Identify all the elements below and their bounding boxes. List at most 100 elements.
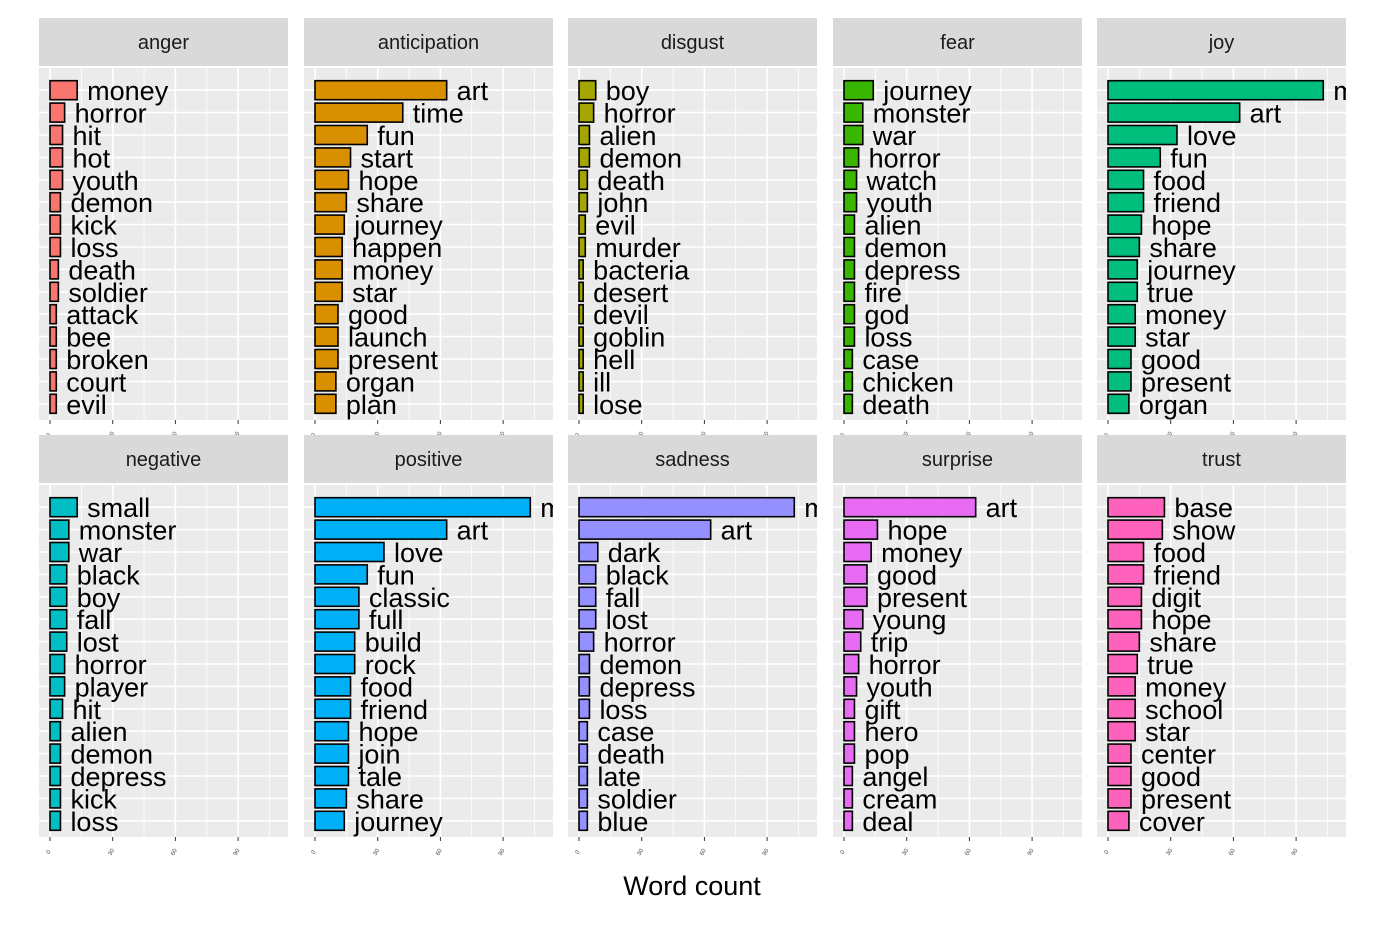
bar-anticipation-plan <box>314 393 337 415</box>
bar-joy-star <box>1107 326 1136 347</box>
word-label-good: good <box>877 560 937 590</box>
x-tick-label: 60 <box>964 848 973 857</box>
word-label-loss: loss <box>864 323 912 353</box>
bar-surprise-hope <box>843 519 879 540</box>
bar-anger-demon <box>49 191 62 213</box>
facet-strip-label: sadness <box>655 449 730 471</box>
bar-sadness-blue <box>578 810 589 832</box>
bar-negative-small <box>49 496 78 518</box>
word-label-hope: hope <box>358 717 418 747</box>
word-label-digit: digit <box>1151 583 1201 613</box>
word-label-death: death <box>597 166 665 196</box>
bar-fear-death <box>843 393 854 415</box>
word-label-rock: rock <box>365 650 417 680</box>
bar-positive-art <box>314 519 448 540</box>
word-label-hell: hell <box>593 345 635 375</box>
word-label-start: start <box>361 143 414 173</box>
bar-anger-youth <box>49 169 64 191</box>
bar-joy-love <box>1107 124 1178 146</box>
facet-strip-label: surprise <box>922 449 993 471</box>
word-label-horror: horror <box>869 143 941 173</box>
x-tick-label: 30 <box>902 848 911 857</box>
word-label-money: money <box>1145 672 1227 702</box>
bar-trust-show <box>1107 519 1164 540</box>
word-label-pop: pop <box>864 740 909 770</box>
panel-background <box>568 68 817 420</box>
bar-positive-classic <box>314 586 360 608</box>
bar-positive-friend <box>314 698 352 720</box>
bar-fear-depress <box>843 259 856 280</box>
bar-fear-journey <box>843 79 875 101</box>
word-label-share: share <box>356 188 424 218</box>
panel-background <box>39 485 288 837</box>
facet-strip-label: disgust <box>661 32 725 54</box>
word-label-food: food <box>1154 166 1207 196</box>
bar-disgust-evil <box>578 214 587 235</box>
facet-panel-fear: fear journeymonsterwarhorrorwatchyouthali… <box>833 18 1082 440</box>
bar-anticipation-star <box>314 281 343 303</box>
word-label-journey: journey <box>353 211 443 241</box>
facet-strip <box>304 18 553 66</box>
word-label-star: star <box>1145 717 1190 747</box>
bar-disgust-desert <box>578 281 584 303</box>
word-label-player: player <box>75 672 149 702</box>
bar-trust-true <box>1107 653 1139 675</box>
bar-surprise-angel <box>843 765 854 787</box>
bar-anger-kick <box>49 214 62 235</box>
bar-anger-soldier <box>49 281 60 303</box>
word-label-horror: horror <box>75 650 147 680</box>
word-label-share: share <box>1149 628 1217 658</box>
bar-trust-digit <box>1107 586 1143 608</box>
word-label-depress: depress <box>599 672 695 702</box>
word-label-late: late <box>597 762 641 792</box>
word-label-trip: trip <box>871 628 909 658</box>
bar-positive-join <box>314 743 350 764</box>
bar-fear-alien <box>843 214 856 235</box>
bar-surprise-hero <box>843 720 856 742</box>
word-label-case: case <box>597 717 654 747</box>
word-label-young: young <box>873 605 947 635</box>
x-tick-label: 0 <box>840 849 847 855</box>
bar-positive-share <box>314 788 348 809</box>
word-label-present: present <box>348 345 439 375</box>
word-label-hope: hope <box>358 166 418 196</box>
bar-positive-love <box>314 541 385 563</box>
bar-positive-m <box>314 496 532 518</box>
word-label-soldier: soldier <box>68 278 148 308</box>
word-label-alien: alien <box>599 121 656 151</box>
word-label-money: money <box>352 255 434 285</box>
word-label-lose: lose <box>593 390 643 420</box>
word-label-love: love <box>1187 121 1237 151</box>
word-label-evil: evil <box>595 211 636 241</box>
bar-joy-organ <box>1107 393 1130 415</box>
word-label-kick: kick <box>70 211 117 241</box>
word-label-m: m <box>1333 76 1356 106</box>
bar-fear-god <box>843 303 856 325</box>
facet-strip <box>833 435 1082 483</box>
bar-disgust-bacteria <box>578 259 584 280</box>
bar-negative-war <box>49 541 70 563</box>
bar-anger-bee <box>49 326 58 347</box>
bar-anticipation-organ <box>314 371 337 392</box>
word-label-loss: loss <box>70 233 118 263</box>
word-label-journey: journey <box>1146 255 1236 285</box>
bar-joy-food <box>1107 169 1145 191</box>
bar-anger-death <box>49 259 60 280</box>
word-label-god: god <box>864 300 909 330</box>
word-label-share: share <box>1149 233 1217 263</box>
word-label-depress: depress <box>70 762 166 792</box>
bar-sadness-death <box>578 743 589 764</box>
word-label-goblin: goblin <box>593 323 665 353</box>
word-label-loss: loss <box>599 695 647 725</box>
facet-strip-label: fear <box>940 32 975 54</box>
facet-strip-label: joy <box>1208 32 1235 54</box>
facet-panel-trust: trust baseshowfoodfrienddigithopesharetru… <box>1097 435 1346 857</box>
bar-joy-money <box>1107 303 1136 325</box>
word-label-angel: angel <box>862 762 928 792</box>
word-label-blue: blue <box>597 807 648 837</box>
bar-sadness-dark <box>578 541 599 563</box>
bar-positive-build <box>314 631 356 652</box>
word-label-alien: alien <box>864 211 921 241</box>
bar-joy-friend <box>1107 191 1145 213</box>
bar-surprise-young <box>843 608 864 630</box>
